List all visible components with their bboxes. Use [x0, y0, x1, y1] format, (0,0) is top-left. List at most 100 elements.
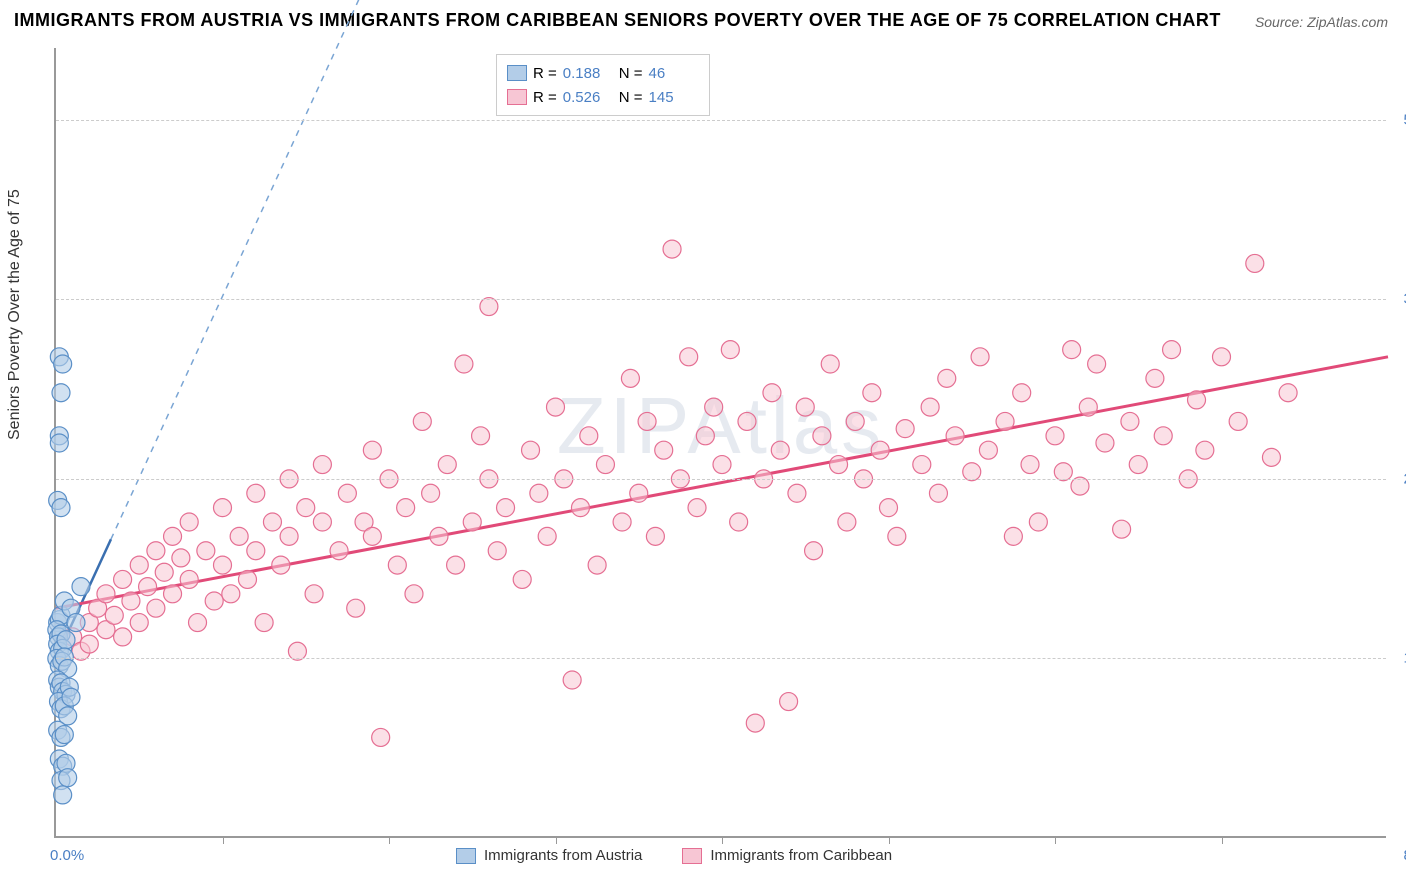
- point-caribbean: [688, 499, 706, 517]
- point-caribbean: [871, 441, 889, 459]
- point-caribbean: [613, 513, 631, 531]
- point-caribbean: [197, 542, 215, 560]
- point-caribbean: [255, 614, 273, 632]
- point-caribbean: [646, 527, 664, 545]
- point-caribbean: [222, 585, 240, 603]
- point-caribbean: [105, 606, 123, 624]
- point-caribbean: [738, 412, 756, 430]
- point-caribbean: [1279, 384, 1297, 402]
- point-caribbean: [297, 499, 315, 517]
- n-value-caribbean: 145: [649, 89, 699, 106]
- swatch-austria-bottom: [456, 848, 476, 864]
- point-austria: [52, 384, 70, 402]
- chart-title: IMMIGRANTS FROM AUSTRIA VS IMMIGRANTS FR…: [14, 10, 1221, 31]
- point-caribbean: [247, 484, 265, 502]
- point-caribbean: [730, 513, 748, 531]
- point-caribbean: [763, 384, 781, 402]
- point-caribbean: [1096, 434, 1114, 452]
- point-caribbean: [363, 527, 381, 545]
- point-caribbean: [1079, 398, 1097, 416]
- x-tick: [556, 836, 557, 844]
- point-caribbean: [122, 592, 140, 610]
- point-caribbean: [655, 441, 673, 459]
- point-caribbean: [1013, 384, 1031, 402]
- point-caribbean: [238, 570, 256, 588]
- point-caribbean: [139, 578, 157, 596]
- point-caribbean: [472, 427, 490, 445]
- point-caribbean: [547, 398, 565, 416]
- point-caribbean: [863, 384, 881, 402]
- point-caribbean: [114, 570, 132, 588]
- chart-container: IMMIGRANTS FROM AUSTRIA VS IMMIGRANTS FR…: [0, 0, 1406, 892]
- point-caribbean: [147, 599, 165, 617]
- point-caribbean: [147, 542, 165, 560]
- swatch-caribbean: [507, 89, 527, 105]
- point-caribbean: [913, 456, 931, 474]
- point-caribbean: [746, 714, 764, 732]
- point-caribbean: [813, 427, 831, 445]
- point-caribbean: [538, 527, 556, 545]
- point-austria: [57, 631, 75, 649]
- r-label: R =: [533, 89, 557, 106]
- point-caribbean: [180, 570, 198, 588]
- point-caribbean: [971, 348, 989, 366]
- point-caribbean: [230, 527, 248, 545]
- x-tick: [1055, 836, 1056, 844]
- swatch-austria: [507, 65, 527, 81]
- legend-item-caribbean: Immigrants from Caribbean: [682, 847, 892, 864]
- point-caribbean: [263, 513, 281, 531]
- point-caribbean: [155, 563, 173, 581]
- point-caribbean: [1213, 348, 1231, 366]
- point-caribbean: [880, 499, 898, 517]
- point-caribbean: [180, 513, 198, 531]
- point-caribbean: [130, 614, 148, 632]
- x-tick: [223, 836, 224, 844]
- n-label: N =: [619, 89, 643, 106]
- point-caribbean: [164, 585, 182, 603]
- point-caribbean: [1046, 427, 1064, 445]
- point-caribbean: [305, 585, 323, 603]
- point-caribbean: [189, 614, 207, 632]
- point-caribbean: [114, 628, 132, 646]
- point-caribbean: [721, 341, 739, 359]
- point-caribbean: [205, 592, 223, 610]
- point-caribbean: [1229, 412, 1247, 430]
- point-caribbean: [214, 556, 232, 574]
- point-caribbean: [430, 527, 448, 545]
- gridline: [56, 479, 1386, 480]
- point-caribbean: [630, 484, 648, 502]
- point-caribbean: [771, 441, 789, 459]
- point-caribbean: [680, 348, 698, 366]
- plot-area: ZIPAtlas R = 0.188 N = 46 R = 0.526 N = …: [54, 48, 1386, 838]
- point-caribbean: [979, 441, 997, 459]
- point-caribbean: [1196, 441, 1214, 459]
- x-min-label: 0.0%: [50, 847, 84, 864]
- point-caribbean: [705, 398, 723, 416]
- point-caribbean: [497, 499, 515, 517]
- gridline: [56, 299, 1386, 300]
- point-caribbean: [313, 513, 331, 531]
- point-caribbean: [830, 456, 848, 474]
- point-caribbean: [596, 456, 614, 474]
- point-caribbean: [821, 355, 839, 373]
- point-caribbean: [621, 369, 639, 387]
- legend-row-austria: R = 0.188 N = 46: [507, 61, 699, 85]
- legend-label-caribbean: Immigrants from Caribbean: [710, 847, 892, 864]
- point-caribbean: [247, 542, 265, 560]
- point-caribbean: [522, 441, 540, 459]
- point-caribbean: [1088, 355, 1106, 373]
- point-caribbean: [330, 542, 348, 560]
- point-caribbean: [1029, 513, 1047, 531]
- point-caribbean: [397, 499, 415, 517]
- swatch-caribbean-bottom: [682, 848, 702, 864]
- chart-svg: [56, 48, 1386, 836]
- point-caribbean: [164, 527, 182, 545]
- x-tick: [889, 836, 890, 844]
- point-caribbean: [97, 585, 115, 603]
- legend-label-austria: Immigrants from Austria: [484, 847, 642, 864]
- gridline: [56, 658, 1386, 659]
- point-caribbean: [363, 441, 381, 459]
- point-caribbean: [488, 542, 506, 560]
- point-austria: [59, 769, 77, 787]
- point-caribbean: [272, 556, 290, 574]
